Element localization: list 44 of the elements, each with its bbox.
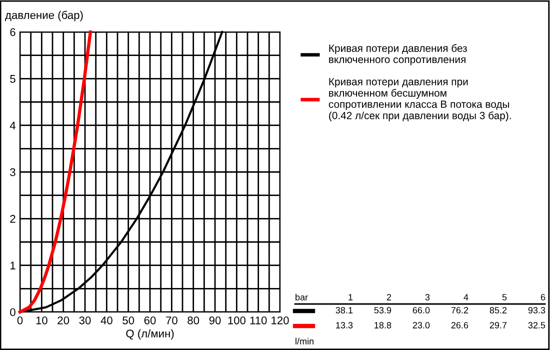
y-tick-label: 6 (10, 28, 16, 36)
x-tick-label: 40 (100, 316, 112, 324)
x-tick-label: 80 (188, 316, 200, 324)
y-tick-label: 3 (10, 168, 16, 176)
x-tick-label: 50 (122, 316, 134, 324)
y-axis-title: давление (бар) (5, 10, 83, 22)
text: 2 (386, 294, 392, 300)
legend-label: Кривая потери давления без включенного сопротивления (329, 44, 467, 66)
y-tick-label: 1 (10, 262, 16, 270)
y-tick-label: 4 (10, 122, 16, 130)
text: 29.7 (490, 322, 507, 328)
text: 32.5 (528, 322, 546, 328)
text: 76.2 (451, 307, 468, 314)
text: 1 (348, 294, 353, 300)
text: 26.6 (451, 322, 468, 328)
x-tick-label: 0 (17, 316, 23, 324)
text: 38.1 (336, 307, 353, 314)
text: 66.0 (412, 307, 430, 314)
text: 85.2 (490, 307, 507, 314)
text: 93.3 (528, 307, 546, 314)
y-tick-label: 5 (10, 75, 16, 83)
x-tick-label: 120 (272, 316, 289, 324)
text: 6 (540, 294, 546, 300)
text: 13.3 (336, 322, 353, 328)
x-tick-label: 100 (228, 316, 246, 324)
x-tick-label: 20 (58, 316, 70, 324)
text: 18.8 (374, 322, 392, 328)
text: bar (296, 294, 308, 300)
text: 23.0 (412, 322, 430, 328)
legend-label: Кривая потери давления при включенном бесшумном сопротивлении класса B потока воды (0.42 л/сек при давлении воды 3 бар). (328, 78, 511, 122)
text: 53.9 (374, 307, 392, 314)
x-tick-label: 90 (209, 316, 221, 324)
text: 4 (464, 294, 468, 300)
text: l/min (296, 338, 314, 344)
x-tick-label: 30 (79, 316, 91, 324)
x-tick-label: 10 (36, 316, 48, 324)
text: 3 (425, 294, 430, 300)
y-tick-label: 0 (10, 308, 16, 316)
x-axis-title: Q (л/мин) (126, 329, 174, 340)
x-tick-label: 60 (144, 316, 156, 324)
y-tick-label: 2 (10, 214, 16, 223)
x-tick-label: 110 (250, 316, 267, 324)
text: 5 (502, 294, 507, 300)
x-tick-label: 70 (166, 316, 178, 324)
